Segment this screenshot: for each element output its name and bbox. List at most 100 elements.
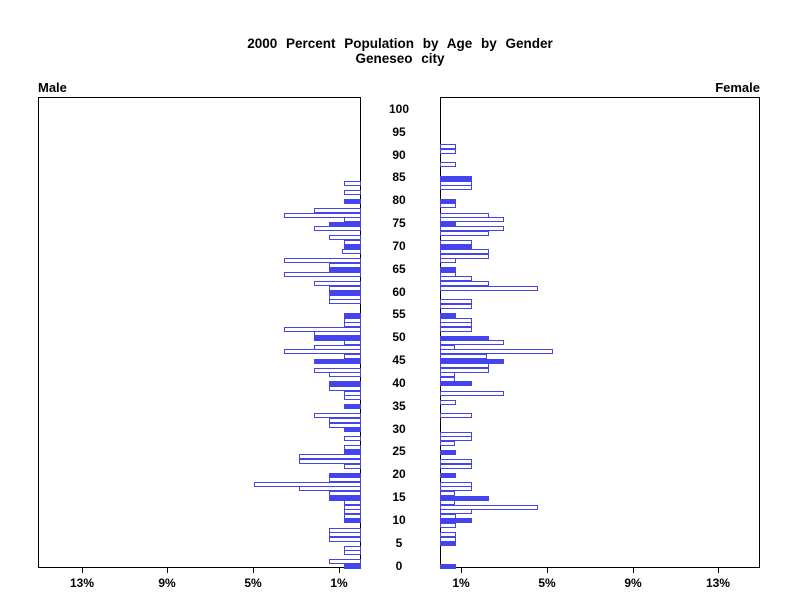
- bar-female-age-55: [440, 312, 456, 318]
- female-pct-5-label: 5%: [538, 576, 556, 590]
- bar-male-age-80: [344, 198, 361, 204]
- bar-male-age-38: [344, 390, 361, 396]
- bar-female-age-7: [440, 532, 456, 537]
- bar-male-age-4: [344, 545, 361, 551]
- male-pct-9-label: 9%: [158, 576, 176, 590]
- male-pct-13-label: 13%: [69, 576, 95, 590]
- bar-female-age-23: [440, 459, 472, 464]
- age-tick-label-75: 75: [392, 216, 406, 231]
- bar-female-age-48: [440, 344, 455, 350]
- bar-female-age-76: [440, 217, 504, 223]
- bar-male-age-23: [299, 459, 361, 464]
- bar-female-age-62: [440, 281, 489, 286]
- male-pyramid-panel: [38, 97, 361, 569]
- bar-male-age-28: [344, 436, 361, 442]
- age-tick-label-40: 40: [392, 375, 406, 390]
- bar-male-age-50: [314, 335, 361, 341]
- bar-female-age-33: [440, 413, 472, 419]
- bar-male-age-24: [299, 454, 361, 460]
- bar-male-age-54: [344, 317, 361, 323]
- bar-male-age-17: [299, 486, 361, 492]
- bar-female-age-57: [440, 303, 472, 309]
- female-pct-13-label: 13%: [705, 576, 731, 590]
- bar-male-age-6: [329, 536, 361, 542]
- bar-female-age-18: [440, 481, 472, 487]
- bar-female-age-6: [440, 536, 456, 542]
- age-tick-label-60: 60: [392, 284, 406, 299]
- bar-male-age-45: [314, 358, 361, 364]
- bar-female-age-85: [440, 176, 472, 181]
- bar-male-age-33: [314, 413, 361, 419]
- male-pct-1-label: 1%: [330, 576, 348, 590]
- bar-female-age-41: [440, 376, 455, 382]
- age-tick-label-45: 45: [392, 353, 406, 368]
- bar-male-age-30: [344, 427, 361, 432]
- bar-female-age-36: [440, 399, 456, 405]
- age-tick-label-55: 55: [392, 307, 406, 322]
- bar-male-age-20: [329, 472, 361, 478]
- bar-female-age-49: [440, 340, 504, 346]
- bar-male-age-58: [329, 299, 361, 305]
- bar-male-age-3: [344, 550, 361, 556]
- bar-male-age-37: [344, 395, 361, 401]
- bar-female-age-92: [440, 144, 456, 149]
- bar-female-age-79: [440, 203, 456, 209]
- bar-male-age-12: [344, 509, 361, 515]
- age-tick-label-25: 25: [392, 444, 406, 459]
- bar-female-age-14: [440, 500, 455, 506]
- bar-female-age-28: [440, 436, 472, 442]
- bar-male-age-25: [344, 449, 361, 455]
- female-pct-9-tick: [633, 568, 634, 573]
- bar-female-age-43: [440, 367, 489, 373]
- male-pct-9-tick: [167, 568, 168, 573]
- male-pct-13-tick: [82, 568, 83, 573]
- bar-female-age-50: [440, 335, 489, 341]
- bar-female-age-63: [440, 276, 472, 282]
- bar-female-age-25: [440, 449, 456, 455]
- bar-male-age-60: [329, 290, 361, 296]
- age-tick-label-70: 70: [392, 238, 406, 253]
- bar-male-age-13: [344, 504, 361, 510]
- bar-male-age-47: [284, 349, 361, 355]
- bar-female-age-22: [440, 463, 472, 469]
- bar-female-age-46: [440, 354, 487, 359]
- bar-female-age-61: [440, 285, 538, 291]
- age-tick-label-80: 80: [392, 193, 406, 208]
- male-panel-label: Male: [38, 80, 67, 95]
- bar-male-age-75: [329, 221, 361, 227]
- bar-female-age-29: [440, 431, 472, 437]
- male-pct-1-tick: [339, 568, 340, 573]
- bar-male-age-49: [344, 340, 361, 346]
- bar-female-age-53: [440, 322, 472, 328]
- bar-male-age-62: [314, 281, 361, 286]
- age-tick-label-90: 90: [392, 147, 406, 162]
- bar-male-age-65: [329, 267, 361, 273]
- age-tick-label-50: 50: [392, 330, 406, 345]
- age-tick-label-20: 20: [392, 467, 406, 482]
- bar-female-age-13: [440, 504, 538, 510]
- chart-title: 2000 Percent Population by Age by Gender…: [0, 36, 800, 66]
- bar-female-age-38: [440, 390, 504, 396]
- bar-female-age-17: [440, 486, 472, 492]
- bar-female-age-42: [440, 372, 455, 378]
- bar-male-age-59: [329, 294, 361, 300]
- bar-female-age-44: [440, 363, 489, 369]
- bar-male-age-22: [344, 463, 361, 469]
- bar-male-age-72: [329, 235, 361, 241]
- bar-male-age-46: [344, 354, 361, 359]
- bar-male-age-18: [254, 481, 361, 487]
- bar-male-age-70: [344, 244, 361, 250]
- bar-male-age-8: [329, 527, 361, 533]
- bar-male-age-82: [344, 189, 361, 195]
- bar-male-age-43: [314, 367, 361, 373]
- bar-female-age-12: [440, 509, 472, 515]
- bar-male-age-11: [344, 513, 361, 519]
- age-tick-label-65: 65: [392, 261, 406, 276]
- bar-male-age-78: [314, 207, 361, 213]
- bar-female-age-16: [440, 491, 455, 496]
- bar-female-age-11: [440, 513, 456, 519]
- female-panel-label: Female: [715, 80, 760, 95]
- bar-male-age-71: [344, 239, 361, 245]
- bar-female-age-65: [440, 267, 456, 273]
- bar-female-age-69: [440, 249, 489, 254]
